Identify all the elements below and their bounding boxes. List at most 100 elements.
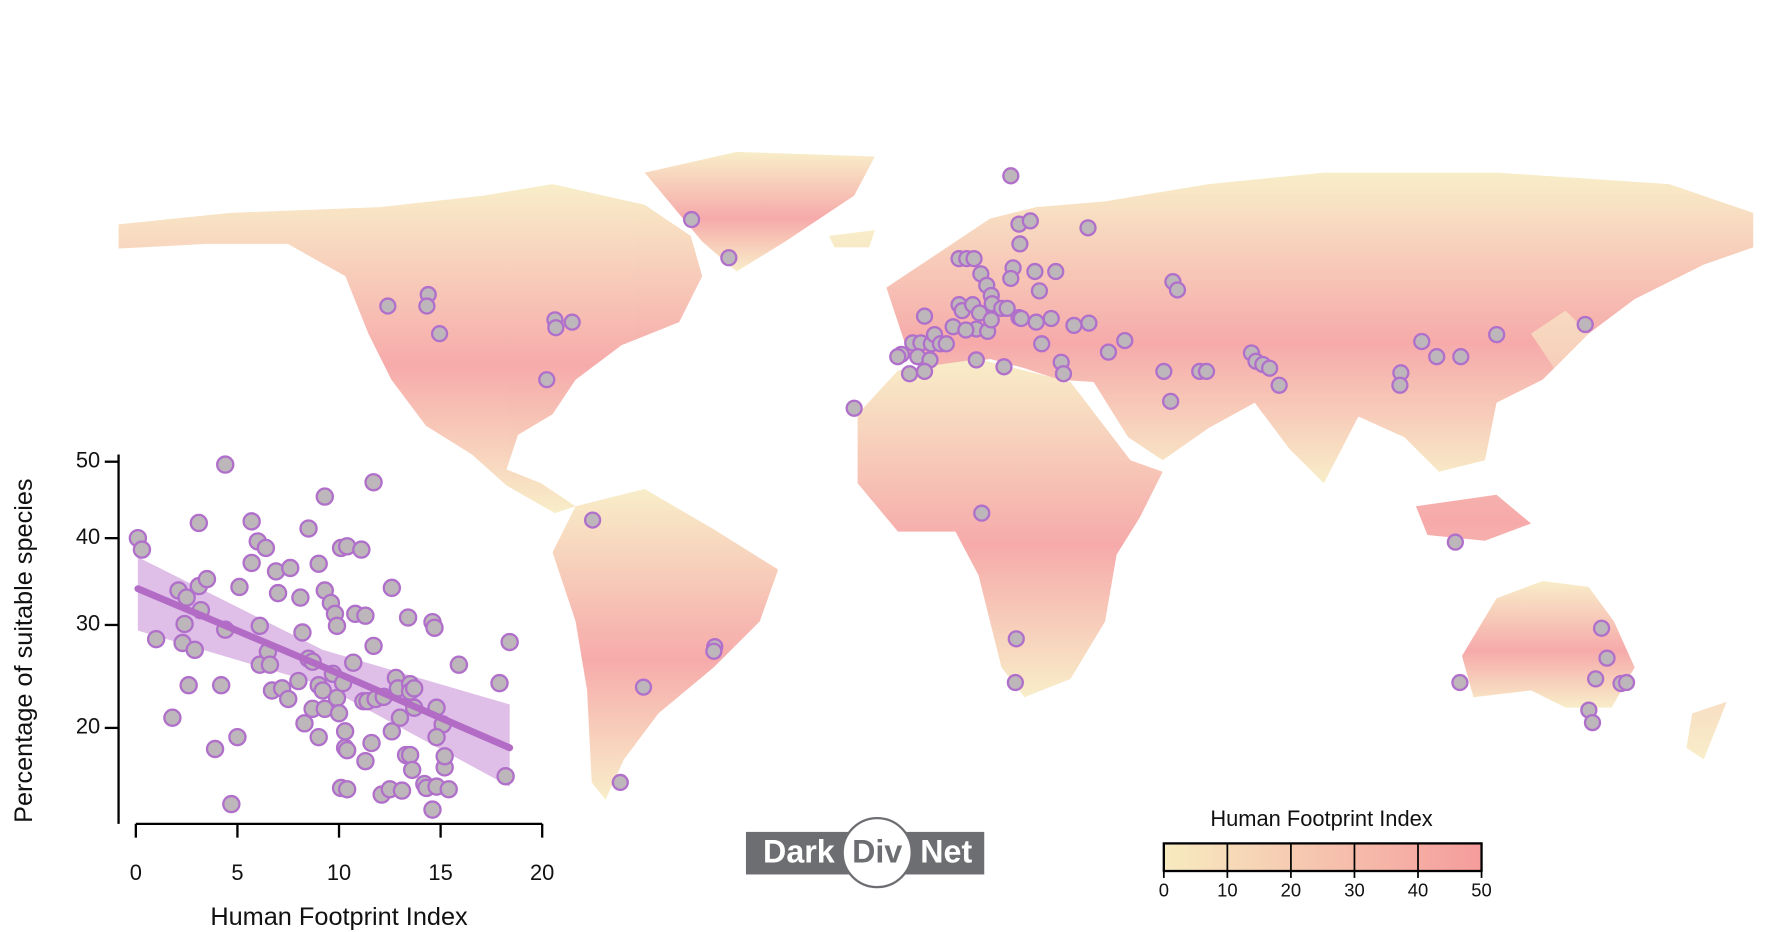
site [967,351,985,369]
africa [857,358,1163,698]
point [230,577,249,597]
site [1030,282,1049,300]
site [1576,315,1594,334]
point [356,751,375,771]
site [1079,219,1097,237]
site [889,348,907,366]
site [1428,348,1446,366]
x-tick-label: 20 [530,860,554,885]
site [1042,309,1060,328]
site [563,313,581,331]
point [435,747,454,766]
site [1116,331,1134,350]
point [329,704,349,723]
point [404,679,424,698]
point [382,722,402,741]
point [439,780,458,799]
point [352,540,371,559]
australia [1461,581,1635,708]
point [268,583,288,603]
site [1026,262,1044,281]
point [216,455,235,474]
point [175,614,194,634]
site [379,297,397,315]
x-tick-label: 10 [327,860,351,885]
site [1021,212,1039,230]
x-tick-label: 15 [428,860,452,885]
site [1617,673,1636,692]
point [281,558,300,578]
point [400,745,420,765]
point [179,676,198,695]
logo-text: Net [920,833,972,869]
site [1168,281,1187,299]
site [1488,325,1506,344]
point [382,578,402,598]
site [982,311,1000,329]
site [1452,348,1470,366]
point [205,739,225,759]
point [490,673,509,693]
site [1033,335,1051,353]
site [900,365,919,383]
logo-text: Dark [763,833,835,869]
point [289,671,308,691]
point [392,781,412,800]
point [146,629,166,649]
point [337,780,357,799]
site [538,371,556,389]
site [583,511,602,529]
site [1391,376,1409,394]
site [611,773,629,792]
land-masses [118,151,1754,800]
point [425,618,444,637]
site [915,307,934,325]
point [260,655,280,674]
x-axis-label: Human Footprint Index [210,903,468,931]
point [427,727,446,747]
fit-line [134,585,514,752]
colorbar-tick-label: 10 [1217,880,1237,901]
site [1598,649,1616,667]
site [1002,269,1020,288]
colorbar: Human Footprint Index 0 10 20 30 40 50 [1159,806,1492,900]
point [335,722,355,741]
colorbar-tick-label: 20 [1281,880,1301,901]
site [1162,392,1180,410]
site [1592,619,1611,637]
point [364,473,383,492]
site [1011,235,1029,253]
point [327,616,347,636]
eurasia [886,172,1754,484]
site [957,321,975,339]
point [222,794,241,814]
site [965,250,983,268]
point [449,655,469,674]
site [1583,713,1602,732]
site [995,358,1013,376]
logo-text: Div [852,833,902,869]
colorbar-tick-label: 40 [1408,880,1428,901]
point [309,727,328,747]
site [1027,313,1045,331]
point [390,708,410,727]
scatter-inset: 20 30 40 50 0 5 10 15 20 Human Footprint Index Per… [10,447,554,930]
site [418,297,436,315]
site [1413,332,1431,351]
site [1446,533,1464,551]
point [315,487,335,506]
point [132,540,152,559]
site [547,319,565,337]
point [344,653,363,672]
colorbar-tick-label: 50 [1471,880,1491,901]
point [423,800,442,819]
point [228,727,247,747]
point [398,608,418,627]
site [1006,673,1024,692]
point [337,741,357,760]
colorbar-bar [1162,842,1483,873]
point [496,767,515,786]
site [915,362,934,381]
site [845,399,863,417]
